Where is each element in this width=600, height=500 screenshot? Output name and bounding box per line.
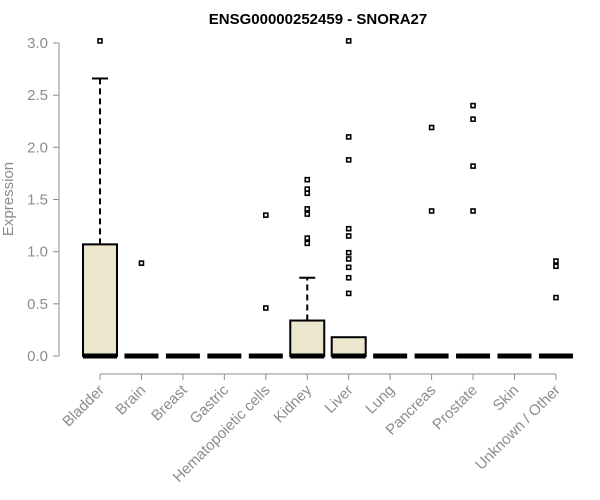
- box-group: [124, 260, 159, 359]
- outlier-point: [345, 38, 352, 44]
- outlier-point: [304, 211, 311, 217]
- outlier-point: [345, 225, 352, 232]
- outlier-point: [345, 290, 352, 297]
- outlier-point: [345, 256, 352, 262]
- outlier-point: [470, 102, 476, 109]
- x-tick-label: Brain: [112, 382, 149, 419]
- box-body: [289, 319, 326, 358]
- outlier-point: [304, 240, 311, 247]
- y-tick-label: 2.5: [27, 87, 48, 104]
- outlier-point: [553, 263, 559, 270]
- outlier-point: [345, 249, 352, 256]
- outlier-point: [345, 274, 352, 281]
- outlier-point: [345, 264, 352, 271]
- outlier-point: [304, 235, 311, 241]
- box-group: [82, 38, 118, 359]
- outlier-point: [304, 176, 311, 183]
- x-tick-label: Skin: [490, 382, 523, 415]
- x-tick-label: Lung: [362, 382, 398, 418]
- x-tick-label: Liver: [322, 382, 357, 417]
- x-tick-label: Kidney: [271, 381, 316, 426]
- box-group: [330, 38, 367, 359]
- outlier-point: [304, 186, 311, 192]
- y-tick-label: 2.0: [27, 139, 48, 156]
- outlier-point: [345, 157, 352, 163]
- outlier-point: [304, 206, 311, 212]
- y-tick-label: 0.0: [27, 348, 48, 365]
- box-group: [289, 176, 326, 359]
- box-body: [82, 243, 118, 357]
- box-group: [414, 124, 449, 359]
- outlier-point: [138, 260, 145, 266]
- outlier-point: [428, 208, 435, 214]
- box-group: [538, 258, 573, 359]
- y-tick-label: 1.5: [27, 192, 48, 209]
- outlier-point: [470, 116, 476, 122]
- y-tick-label: 0.5: [27, 296, 48, 313]
- y-tick-label: 1.0: [27, 244, 48, 261]
- outlier-point: [470, 163, 476, 169]
- outlier-point: [470, 208, 476, 214]
- chart-title: ENSG00000252459 - SNORA27: [209, 11, 427, 28]
- x-tick-label: Breast: [148, 381, 191, 424]
- x-tick-label: Bladder: [59, 382, 108, 431]
- outlier-point: [345, 233, 352, 239]
- outlier-point: [262, 305, 269, 311]
- plot-area: [82, 38, 573, 359]
- box-group: [456, 102, 491, 359]
- y-axis-label: Expression: [0, 162, 17, 236]
- x-tick-label: Prostate: [429, 382, 481, 434]
- outlier-point: [345, 134, 352, 140]
- outlier-point: [428, 124, 435, 131]
- outlier-point: [97, 38, 103, 44]
- outlier-point: [553, 294, 559, 301]
- y-tick-label: 3.0: [27, 35, 48, 52]
- outlier-point: [553, 258, 559, 264]
- box-group: [248, 212, 283, 359]
- y-axis: 0.0 0.5 1.0 1.5 2.0 2.5 3.0: [27, 35, 60, 365]
- box-body: [330, 336, 367, 358]
- outlier-point: [262, 212, 269, 218]
